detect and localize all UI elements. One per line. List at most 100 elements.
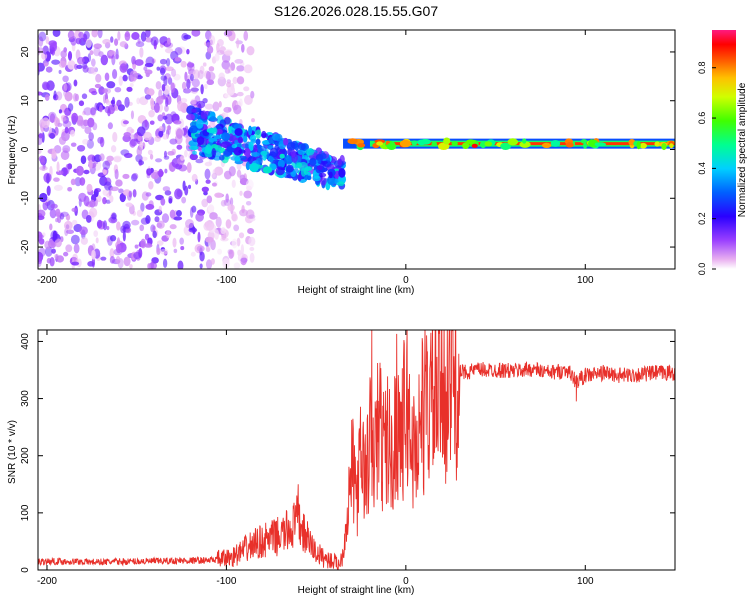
heatmap-cell xyxy=(205,30,212,40)
heatmap-cell xyxy=(221,60,231,70)
heatmap-cell xyxy=(45,36,50,45)
heatmap-cell xyxy=(102,38,111,45)
heatmap-cell xyxy=(99,153,105,162)
tone-line-blob xyxy=(522,138,527,144)
heatmap-cell xyxy=(255,157,262,165)
heatmap-cell xyxy=(243,64,253,74)
heatmap-cell xyxy=(38,64,41,72)
spectrogram-y-tick-label: 10 xyxy=(20,95,31,107)
heatmap-cell xyxy=(125,202,133,207)
heatmap-cell xyxy=(279,153,285,159)
heatmap-cell xyxy=(85,38,92,48)
heatmap-cell xyxy=(190,86,199,94)
heatmap-cell xyxy=(93,47,101,57)
heatmap-cell xyxy=(224,68,231,74)
heatmap-cell xyxy=(56,170,64,176)
heatmap-cell xyxy=(136,97,141,105)
heatmap-cell xyxy=(159,248,169,255)
tone-line-blob xyxy=(419,138,431,145)
heatmap-cell xyxy=(239,209,248,217)
heatmap-cell xyxy=(245,179,254,190)
heatmap-cell xyxy=(195,212,204,222)
heatmap-cell xyxy=(39,192,48,203)
tone-line-blob xyxy=(443,137,451,145)
heatmap-cell xyxy=(158,130,164,138)
snr-x-axis: -200 -100 0 100 xyxy=(37,330,594,587)
heatmap-cell xyxy=(232,76,238,85)
spectrogram-x-tick-label: -200 xyxy=(37,275,57,286)
heatmap-cell xyxy=(87,53,92,63)
heatmap-cell xyxy=(56,161,60,173)
heatmap-cell xyxy=(174,57,182,62)
heatmap-cell xyxy=(243,148,251,157)
heatmap-cell xyxy=(95,237,99,244)
heatmap-cell xyxy=(233,146,243,156)
spectrogram-y-label: Frequency (Hz) xyxy=(7,116,18,185)
heatmap-cell xyxy=(192,226,196,235)
heatmap-cell xyxy=(328,171,333,179)
heatmap-cell xyxy=(134,59,144,66)
heatmap-cell xyxy=(180,246,185,251)
heatmap-cell xyxy=(204,103,214,110)
heatmap-cell xyxy=(64,91,73,102)
heatmap-cell xyxy=(122,74,128,82)
heatmap-cell xyxy=(172,237,177,248)
heatmap-cell xyxy=(245,161,251,171)
heatmap-cell xyxy=(262,153,267,161)
heatmap-cell xyxy=(277,159,285,169)
heatmap-cell xyxy=(148,180,154,190)
heatmap-cell xyxy=(58,109,62,114)
colorbar-tick-label: 0.6 xyxy=(697,112,707,125)
heatmap-cell xyxy=(156,95,164,105)
heatmap-cell xyxy=(95,73,102,83)
heatmap-cell xyxy=(91,90,98,96)
heatmap-cell xyxy=(70,129,76,137)
colorbar: 0.0 0.2 0.4 0.6 0.8 Normalized spectral ampl… xyxy=(697,30,748,275)
heatmap-cell xyxy=(52,230,58,241)
heatmap-cell xyxy=(181,81,187,91)
heatmap-cell xyxy=(305,148,315,156)
heatmap-cell xyxy=(168,195,173,202)
heatmap-cell xyxy=(248,141,254,152)
heatmap-cell xyxy=(199,263,203,269)
heatmap-cell xyxy=(181,196,187,204)
tone-line-blob xyxy=(654,141,661,147)
heatmap-cell xyxy=(205,144,212,155)
heatmap-cell xyxy=(145,215,151,224)
heatmap-cell xyxy=(136,146,143,157)
heatmap-cell xyxy=(158,168,164,178)
heatmap-cell xyxy=(245,209,255,220)
heatmap-cell xyxy=(224,50,233,56)
heatmap-cell xyxy=(176,144,183,150)
heatmap-cell xyxy=(105,199,111,204)
heatmap-cell xyxy=(129,82,134,88)
tone-line-blob xyxy=(583,142,588,149)
heatmap-cell xyxy=(74,63,78,70)
heatmap-cell xyxy=(51,147,56,157)
heatmap-cell xyxy=(161,213,170,223)
heatmap-cell xyxy=(113,155,122,161)
snr-y-tick-label: 0 xyxy=(20,567,31,573)
colorbar-gradient xyxy=(712,30,736,269)
heatmap-cell xyxy=(224,116,231,125)
tone-line-blob xyxy=(565,142,574,148)
tone-line-blob xyxy=(580,139,588,144)
heatmap-cell xyxy=(122,173,130,179)
heatmap-cell xyxy=(227,249,233,255)
heatmap-cell xyxy=(180,155,185,161)
heatmap-cell xyxy=(44,246,53,257)
heatmap-cell xyxy=(102,197,107,205)
heatmap-cell xyxy=(191,205,197,213)
heatmap-cell xyxy=(134,244,139,249)
heatmap-cell xyxy=(76,64,83,69)
heatmap-cell xyxy=(225,219,232,229)
heatmap-cell xyxy=(287,148,292,156)
heatmap-cell xyxy=(65,244,73,253)
heatmap-cell xyxy=(89,50,94,56)
tone-line-blob xyxy=(661,142,667,151)
heatmap-cell xyxy=(196,245,205,252)
heatmap-cell xyxy=(46,185,51,196)
heatmap-cell xyxy=(236,65,245,72)
heatmap-cell xyxy=(67,186,73,192)
snr-panel: -200 -100 0 100 0 100 200 300 400 Height of str… xyxy=(7,329,676,596)
